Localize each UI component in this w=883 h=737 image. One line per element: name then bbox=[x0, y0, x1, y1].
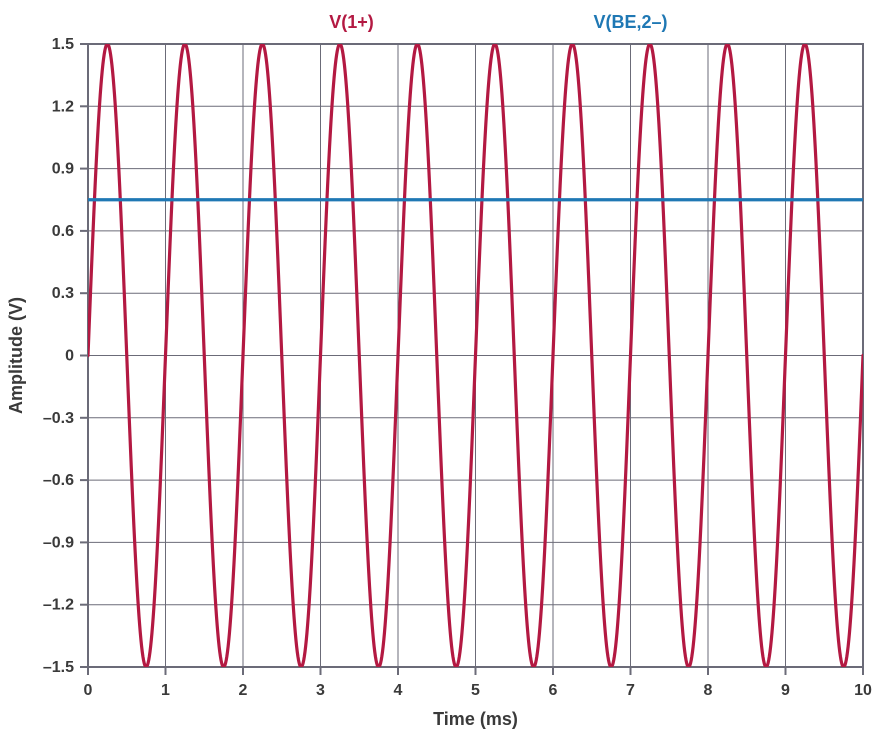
y-tick-label: 0.3 bbox=[52, 285, 74, 302]
x-tick-label: 2 bbox=[239, 682, 248, 699]
y-tick-label: –0.6 bbox=[43, 472, 74, 489]
y-tick-label: –0.3 bbox=[43, 410, 74, 427]
x-tick-label: 6 bbox=[549, 682, 558, 699]
legend-item: V(1+) bbox=[329, 12, 374, 32]
x-tick-label: 7 bbox=[626, 682, 635, 699]
x-tick-label: 3 bbox=[316, 682, 325, 699]
x-axis-title: Time (ms) bbox=[433, 709, 518, 729]
y-tick-label: –0.9 bbox=[43, 534, 74, 551]
y-axis-title: Amplitude (V) bbox=[6, 297, 26, 414]
y-tick-label: 1.5 bbox=[52, 36, 74, 53]
y-tick-label: –1.5 bbox=[43, 659, 74, 676]
y-tick-label: 0 bbox=[65, 348, 74, 365]
x-tick-label: 8 bbox=[704, 682, 713, 699]
x-tick-label: 1 bbox=[161, 682, 170, 699]
x-tick-label: 5 bbox=[471, 682, 480, 699]
y-tick-label: 1.2 bbox=[52, 98, 74, 115]
legend-item: V(BE,2–) bbox=[593, 12, 667, 32]
x-tick-label: 0 bbox=[84, 682, 93, 699]
x-tick-label: 10 bbox=[854, 682, 872, 699]
y-tick-label: –1.2 bbox=[43, 597, 74, 614]
x-tick-label: 9 bbox=[781, 682, 790, 699]
oscilloscope-chart: 0 1 2 3 4 5 6 7 8 9 10 –1.5 –1.2 –0.9 –0.6 –0.3 0 0.3 0.6 0… bbox=[0, 0, 883, 737]
y-tick-label: 0.9 bbox=[52, 161, 74, 178]
x-tick-label: 4 bbox=[394, 682, 403, 699]
chart-svg: 0 1 2 3 4 5 6 7 8 9 10 –1.5 –1.2 –0.9 –0.6 –0.3 0 0.3 0.6 0… bbox=[0, 0, 883, 737]
y-tick-label: 0.6 bbox=[52, 223, 74, 240]
